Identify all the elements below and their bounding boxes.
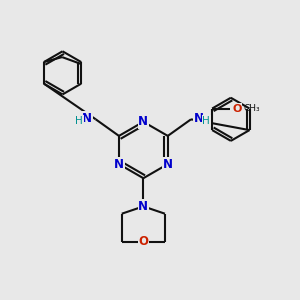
Text: N: N <box>82 112 92 125</box>
Text: O: O <box>232 103 242 113</box>
Text: O: O <box>138 236 148 248</box>
Text: N: N <box>194 112 204 125</box>
Text: N: N <box>138 200 148 213</box>
Text: N: N <box>114 158 124 171</box>
Text: CH₃: CH₃ <box>243 104 260 113</box>
Text: N: N <box>138 115 148 128</box>
Text: H: H <box>202 116 210 126</box>
Text: H: H <box>75 116 83 126</box>
Text: N: N <box>163 158 173 171</box>
